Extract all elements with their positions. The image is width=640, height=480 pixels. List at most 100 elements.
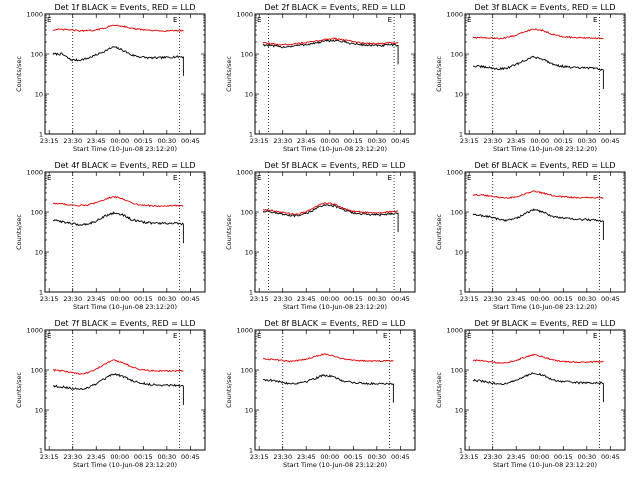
x-tick-label: 23:15	[40, 295, 59, 303]
y-tick-label: 10	[455, 407, 463, 415]
x-tick-label: 00:15	[134, 295, 153, 303]
corner-mark: E	[593, 16, 597, 24]
corner-mark: E	[47, 332, 51, 340]
plot-frame	[44, 13, 206, 135]
x-tick-label: 23:30	[483, 137, 502, 145]
x-tick-label: 23:45	[87, 453, 106, 461]
panel-det-5: Det 5f BLACK = Events, RED = LLD 1 10 100 10…	[225, 161, 416, 311]
panel-title: Det 1f BLACK = Events, RED = LLD	[54, 3, 195, 12]
y-tick-label: 1	[459, 131, 463, 139]
y-tick-label: 100	[451, 367, 463, 375]
y-tick-label: 1	[39, 447, 43, 455]
y-tick-label: 100	[31, 209, 43, 217]
panel-title: Det 5f BLACK = Events, RED = LLD	[264, 161, 405, 170]
events-series-line	[52, 46, 184, 62]
x-axis-label: Start Time (10-Jun-08 23:12:20)	[73, 303, 177, 311]
x-tick-label: 00:30	[577, 453, 596, 461]
events-series-line	[262, 203, 399, 218]
panel-title: Det 6f BLACK = Events, RED = LLD	[474, 161, 615, 170]
corner-mark: E	[173, 332, 177, 340]
y-tick-label: 100	[241, 367, 253, 375]
plot-frame	[464, 13, 626, 135]
x-tick-label: 00:15	[554, 137, 573, 145]
plot-frame	[464, 329, 626, 451]
panel-title: Det 2f BLACK = Events, RED = LLD	[264, 3, 405, 12]
x-tick-label: 23:15	[460, 295, 479, 303]
y-axis-label: Counts/sec	[225, 214, 233, 250]
y-axis-label: Counts/sec	[15, 372, 23, 408]
x-tick-label: 00:30	[577, 137, 596, 145]
y-tick-label: 1	[459, 447, 463, 455]
x-tick-label: 23:45	[507, 295, 526, 303]
y-axis-label: Counts/sec	[435, 56, 443, 92]
x-tick-label: 23:30	[63, 453, 82, 461]
y-tick-label: 1000	[236, 169, 253, 177]
x-tick-label: 23:30	[63, 137, 82, 145]
x-tick-label: 23:15	[40, 137, 59, 145]
y-tick-label: 1	[39, 131, 43, 139]
x-tick-label: 23:45	[297, 137, 316, 145]
panel-title: Det 3f BLACK = Events, RED = LLD	[474, 3, 615, 12]
x-tick-label: 00:00	[320, 295, 339, 303]
y-tick-label: 10	[35, 91, 43, 99]
x-tick-label: 23:45	[297, 453, 316, 461]
x-tick-label: 23:30	[273, 295, 292, 303]
x-tick-label: 00:45	[181, 295, 200, 303]
corner-mark: E	[173, 16, 177, 24]
x-tick-label: 00:45	[601, 453, 620, 461]
x-tick-label: 23:15	[460, 137, 479, 145]
panel-title: Det 8f BLACK = Events, RED = LLD	[264, 319, 405, 328]
corner-mark: E	[47, 16, 51, 24]
plot-frame	[254, 329, 416, 451]
x-tick-label: 00:30	[367, 137, 386, 145]
y-tick-label: 1000	[26, 327, 43, 335]
corner-mark: E	[257, 174, 261, 182]
x-tick-label: 00:30	[157, 295, 176, 303]
corner-mark: E	[47, 174, 51, 182]
y-tick-label: 1000	[236, 327, 253, 335]
x-axis-label: Start Time (10-Jun-08 23:12:20)	[73, 145, 177, 153]
x-tick-label: 00:00	[110, 295, 129, 303]
x-tick-label: 23:30	[63, 295, 82, 303]
x-tick-label: 23:30	[273, 453, 292, 461]
x-tick-label: 00:15	[344, 295, 363, 303]
y-tick-label: 10	[455, 249, 463, 257]
y-tick-label: 1	[249, 131, 253, 139]
lld-series-line	[262, 37, 399, 46]
y-tick-label: 100	[31, 367, 43, 375]
y-tick-label: 10	[35, 249, 43, 257]
x-tick-label: 00:15	[134, 453, 153, 461]
y-tick-label: 1000	[26, 169, 43, 177]
x-tick-label: 00:45	[601, 295, 620, 303]
corner-mark: E	[173, 174, 177, 182]
x-tick-label: 00:45	[391, 295, 410, 303]
y-tick-label: 10	[245, 249, 253, 257]
y-tick-label: 100	[241, 51, 253, 59]
x-axis-label: Start Time (10-Jun-08 23:12:20)	[283, 145, 387, 153]
y-tick-label: 100	[31, 51, 43, 59]
x-tick-label: 23:15	[250, 453, 269, 461]
y-tick-label: 1	[249, 447, 253, 455]
events-series-line	[262, 373, 394, 386]
x-tick-label: 00:45	[181, 137, 200, 145]
plot-frame	[44, 329, 206, 451]
x-tick-label: 00:00	[530, 137, 549, 145]
x-tick-label: 00:30	[157, 137, 176, 145]
x-tick-label: 23:15	[460, 453, 479, 461]
y-tick-label: 10	[455, 91, 463, 99]
corner-mark: E	[467, 16, 471, 24]
x-tick-label: 23:45	[297, 295, 316, 303]
x-tick-label: 23:30	[483, 295, 502, 303]
x-tick-label: 23:45	[507, 453, 526, 461]
x-tick-label: 00:30	[367, 453, 386, 461]
x-tick-label: 00:15	[344, 453, 363, 461]
x-tick-label: 00:15	[344, 137, 363, 145]
panel-det-2: Det 2f BLACK = Events, RED = LLD 1 10 100 10…	[225, 3, 416, 153]
x-tick-label: 00:15	[554, 295, 573, 303]
y-tick-label: 1000	[446, 169, 463, 177]
corner-mark: E	[593, 332, 597, 340]
x-tick-label: 00:45	[181, 453, 200, 461]
x-tick-label: 00:15	[554, 453, 573, 461]
y-axis-label: Counts/sec	[225, 56, 233, 92]
